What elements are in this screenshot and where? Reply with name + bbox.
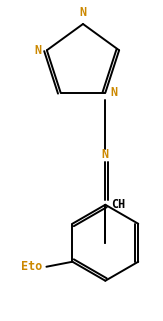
Text: CH: CH: [111, 198, 126, 211]
Text: N: N: [79, 6, 87, 19]
Text: Eto: Eto: [21, 260, 42, 273]
Text: N: N: [102, 148, 109, 161]
Text: N: N: [110, 86, 118, 99]
Text: N: N: [35, 44, 42, 57]
